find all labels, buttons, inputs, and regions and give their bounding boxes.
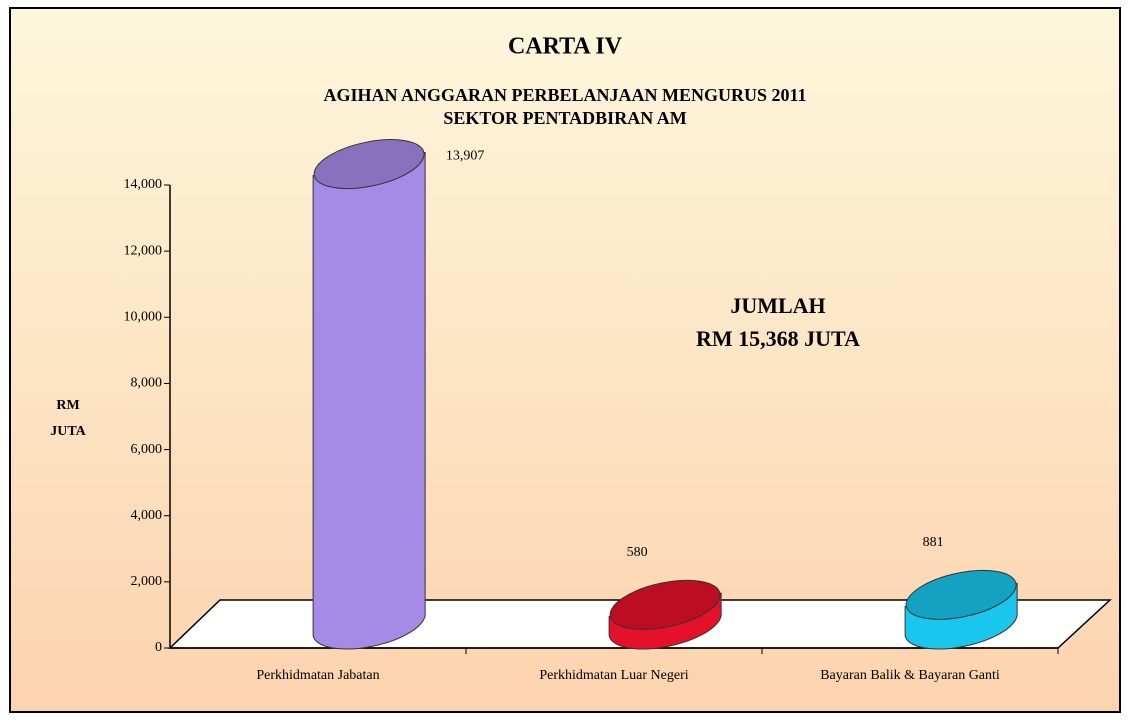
data-label: 580 xyxy=(627,545,648,560)
x-tick-label: Perkhidmatan Luar Negeri xyxy=(539,668,688,683)
y-tick-label: 4,000 xyxy=(131,508,163,523)
annotation: RM 15,368 JUTA xyxy=(696,326,860,351)
chart-title: CARTA IV xyxy=(508,34,623,60)
annotation: JUMLAH xyxy=(730,293,825,318)
chart-subtitle: AGIHAN ANGGARAN PERBELANJAAN MENGURUS 20… xyxy=(323,85,806,105)
x-tick-label: Bayaran Balik & Bayaran Ganti xyxy=(820,668,1000,683)
y-tick-label: 8,000 xyxy=(131,376,163,391)
y-tick-label: 12,000 xyxy=(124,243,163,258)
data-label: 881 xyxy=(923,535,944,550)
y-tick-label: 0 xyxy=(155,640,162,655)
x-tick-label: Perkhidmatan Jabatan xyxy=(256,668,379,683)
chart-subtitle: SEKTOR PENTADBIRAN AM xyxy=(443,108,686,128)
bar-top xyxy=(313,139,425,190)
bar-body xyxy=(312,151,426,650)
y-tick-label: 10,000 xyxy=(124,310,163,325)
y-tick-label: 6,000 xyxy=(131,442,163,457)
bar-top xyxy=(609,579,721,630)
bar-top xyxy=(905,569,1017,620)
y-tick-label: 2,000 xyxy=(131,574,163,589)
data-label: 13,907 xyxy=(446,148,485,163)
y-axis-label: JUTA xyxy=(50,424,86,439)
y-axis-label: RM xyxy=(56,398,79,413)
y-tick-label: 14,000 xyxy=(124,177,163,192)
